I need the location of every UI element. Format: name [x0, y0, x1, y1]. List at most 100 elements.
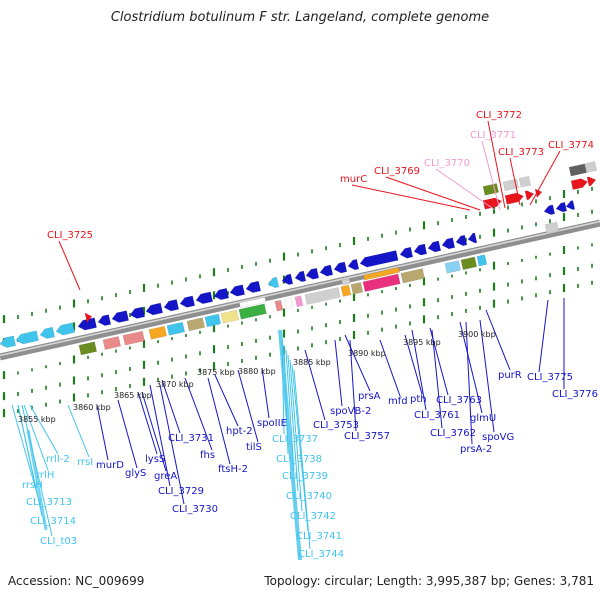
gene-shape: [518, 175, 532, 188]
backbone-line: [0, 219, 600, 361]
gene-shape: [179, 295, 196, 308]
gene-label: hpt-2: [226, 426, 253, 437]
leader-line: [161, 379, 181, 434]
gene-shape: [163, 299, 180, 312]
gene-shape: [84, 312, 93, 324]
gene-arrow: [274, 299, 284, 312]
leader-line: [291, 364, 309, 532]
gene-shape: [444, 260, 462, 274]
gene-shape: [220, 309, 240, 324]
gene-shape: [195, 291, 214, 305]
gene-arrow: [460, 256, 478, 270]
leader-line: [29, 404, 59, 455]
gene-label: CLI_3713: [26, 497, 72, 508]
leader-line: [281, 339, 285, 435]
gene-shape: [55, 322, 75, 336]
gene-arrow: [220, 309, 240, 324]
gene-label: glyS: [125, 468, 146, 479]
scale-label: 3870 kbp: [156, 380, 194, 389]
gene-shape: [543, 204, 556, 215]
scale-label: 3865 kbp: [114, 391, 152, 400]
leader-line: [509, 157, 521, 206]
gene-shape: [347, 258, 360, 271]
gene-label: CLI_3741: [296, 531, 342, 542]
leader-line: [287, 354, 299, 492]
rrna-streak: [26, 429, 48, 531]
gene-label: greA: [154, 471, 177, 482]
gene-shape: [350, 282, 364, 295]
gene-shape: [359, 250, 399, 268]
gene-arrow: [102, 336, 122, 350]
gene-shape: [284, 297, 294, 310]
gene-label: CLI_3738: [276, 454, 322, 465]
gene-arrow: [294, 295, 304, 308]
gene-arrow: [584, 161, 598, 173]
gene-shape: [319, 264, 334, 277]
gene-arrow: [195, 291, 214, 305]
gene-arrow: [238, 303, 267, 320]
gene-arrow: [543, 204, 556, 215]
gene-label: CLI_3763: [436, 395, 482, 406]
gene-shape: [455, 234, 468, 246]
gene-arrow: [544, 221, 559, 234]
gene-label: CLI_t03: [40, 536, 77, 547]
gene-arrow: [504, 192, 524, 205]
gene-features: [0, 161, 598, 561]
gene-shape: [467, 232, 478, 244]
gene-arrow: [245, 280, 262, 293]
gene-label: CLI_3737: [272, 434, 318, 445]
genome-backbone: [0, 219, 600, 361]
gene-label: CLI_3762: [430, 428, 476, 439]
gene-shape: [267, 276, 280, 288]
gene-arrow: [284, 297, 294, 310]
gene-arrow: [39, 326, 56, 339]
gene-arrow: [294, 270, 307, 282]
scale-label: 3875 kbp: [197, 368, 235, 377]
leader-line: [117, 399, 138, 469]
gene-shape: [148, 325, 168, 340]
gene-arrow: [305, 267, 320, 280]
gene-label: CLI_3773: [498, 147, 544, 158]
leader-line: [344, 334, 371, 392]
gene-arrow: [204, 313, 222, 328]
gene-arrow: [524, 190, 535, 201]
gene-arrow: [319, 264, 334, 277]
gene-label: murD: [96, 460, 124, 471]
label-leader-lines: [11, 120, 565, 550]
gene-shape: [229, 284, 246, 297]
gene-shape: [129, 306, 146, 319]
gene-shape: [213, 287, 230, 301]
gene-shape: [476, 254, 488, 267]
gene-label: rrlI-2: [46, 454, 70, 465]
leader-line: [293, 369, 311, 550]
gene-shape: [77, 317, 97, 331]
leader-line: [379, 339, 401, 397]
gene-shape: [482, 183, 499, 196]
gene-label: CLI_3770: [424, 158, 470, 169]
gene-label: CLI_3775: [527, 372, 573, 383]
gene-label: CLI_3730: [172, 504, 218, 515]
gene-label: CLI_3761: [414, 410, 460, 421]
genome-info-text: Topology: circular; Length: 3,995,387 bp…: [264, 574, 594, 588]
gene-shape: [122, 330, 145, 346]
gene-shape: [524, 190, 535, 201]
gene-label: CLI_3742: [290, 511, 336, 522]
gene-arrow: [0, 335, 17, 348]
gene-shape: [570, 178, 589, 190]
leader-line: [67, 404, 90, 458]
gene-shape: [15, 330, 39, 345]
leader-line: [404, 334, 423, 395]
scale-label: 3855 kbp: [18, 415, 56, 424]
gene-arrow: [341, 278, 351, 286]
leader-line: [487, 120, 506, 209]
gene-label: pth: [410, 394, 427, 405]
gene-arrow: [333, 261, 348, 274]
gene-arrow: [340, 284, 352, 297]
gene-shape: [504, 192, 524, 205]
gene-shape: [145, 302, 164, 316]
leader-line: [351, 184, 471, 211]
leader-line: [17, 404, 43, 517]
gene-label: CLI_3772: [476, 110, 522, 121]
leader-line: [207, 377, 231, 465]
leader-line: [261, 367, 270, 419]
